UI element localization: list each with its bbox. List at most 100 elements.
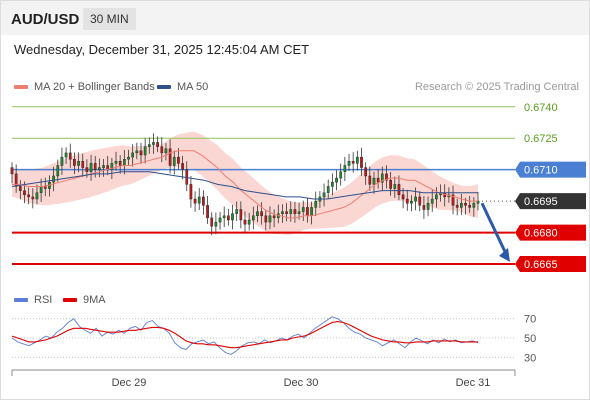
candle-body <box>422 205 426 210</box>
candle-body <box>135 150 139 154</box>
candle-body <box>418 196 422 206</box>
candle-body <box>160 146 164 154</box>
rsi-series-9ma <box>11 321 478 349</box>
ma9-swatch <box>63 298 77 303</box>
candle-body <box>281 211 284 214</box>
candle-body <box>193 198 197 204</box>
candle-body <box>364 167 368 177</box>
candle-body <box>472 203 476 208</box>
candle-body <box>122 158 126 166</box>
legend-9ma: 9MA <box>63 294 106 306</box>
legend-ma50: MA 50 <box>157 81 208 93</box>
candle-body <box>114 161 118 164</box>
candle-body <box>93 163 97 170</box>
candle-body <box>256 211 259 217</box>
forecast-arrow-head <box>499 247 510 262</box>
candle-body <box>368 175 372 185</box>
candle-body <box>52 175 55 183</box>
candle-body <box>464 203 467 206</box>
candle-body <box>401 194 405 200</box>
datetime-label: Wednesday, December 31, 2025 12:45:04 AM… <box>14 42 310 57</box>
candle-body <box>322 192 326 198</box>
candle-body <box>272 215 276 219</box>
candle-body <box>389 179 392 189</box>
candle-body <box>289 209 293 214</box>
candle-body <box>168 148 172 166</box>
candle-body <box>455 205 459 208</box>
level-label-5: 0.6665 <box>524 259 558 271</box>
candle-body <box>102 165 105 168</box>
candle-body <box>143 146 147 156</box>
level-label-3: 0.6695 <box>524 196 558 208</box>
candle-body <box>460 203 463 208</box>
level-tag-5 <box>515 256 586 273</box>
candle-body <box>23 190 26 196</box>
legend-rsi-label: RSI <box>34 294 53 306</box>
candle-body <box>98 167 101 170</box>
candle-body <box>147 144 151 147</box>
x-tick-label: Dec 31 <box>456 377 491 389</box>
candle-body <box>285 211 288 214</box>
candle-body <box>339 171 343 179</box>
ma50-line <box>11 171 478 200</box>
candle-body <box>314 200 318 208</box>
symbol-label: AUD/USD <box>11 11 80 28</box>
candle-body <box>85 167 89 172</box>
rsi-series-rsi <box>11 316 479 355</box>
legend-ma20: MA 20 + Bollinger Bands <box>14 81 155 93</box>
candle-body <box>306 207 309 217</box>
candle-body <box>227 215 230 221</box>
candle-body <box>451 194 455 206</box>
candle-body <box>139 150 143 156</box>
rsi-tick-30: 30 <box>524 352 536 364</box>
level-tag-4 <box>515 224 586 241</box>
candle-body <box>264 215 268 223</box>
candle-body <box>260 211 263 217</box>
level-label-0: 0.6740 <box>524 102 558 114</box>
candle-body <box>197 196 201 204</box>
candle-body <box>214 221 218 227</box>
candle-body <box>405 198 409 204</box>
legend-9ma-label: 9MA <box>83 294 106 306</box>
candle-body <box>206 205 209 219</box>
candle-body <box>251 215 255 221</box>
candle-body <box>385 173 388 181</box>
forecast-arrow-shaft <box>480 202 509 257</box>
candle-body <box>156 142 159 147</box>
candle-body <box>351 161 355 164</box>
candle-body <box>18 186 22 191</box>
candle-body <box>430 198 434 204</box>
candle-body <box>343 165 347 172</box>
candle-body <box>372 177 376 185</box>
rsi-tick-50: 50 <box>524 333 536 345</box>
candle-body <box>31 196 35 200</box>
level-label-2: 0.6710 <box>524 165 558 177</box>
legend-ma50-label: MA 50 <box>177 81 209 93</box>
candle-body <box>376 177 380 183</box>
candle-body <box>397 184 401 196</box>
research-credit: Research © 2025 Trading Central <box>414 81 579 93</box>
candle-body <box>222 215 226 219</box>
candle-body <box>310 207 313 217</box>
timeframe-badge[interactable]: 30 MIN <box>83 8 136 30</box>
candle-body <box>127 156 130 160</box>
candle-body <box>131 152 135 158</box>
rsi-swatch <box>14 298 28 303</box>
candle-body <box>14 173 18 187</box>
level-label-1: 0.6725 <box>524 133 558 145</box>
candle-body <box>297 211 301 214</box>
candle-body <box>468 205 472 208</box>
candle-body <box>39 186 43 193</box>
candle-body <box>10 167 14 175</box>
candle-body <box>202 196 205 206</box>
candle-body <box>426 203 430 210</box>
candle-body <box>247 219 251 225</box>
level-tag-2 <box>515 161 586 178</box>
candle-body <box>164 148 168 154</box>
candle-body <box>393 184 397 189</box>
candle-body <box>110 163 114 170</box>
candle-body <box>235 209 239 214</box>
candle-body <box>189 184 193 200</box>
candle-body <box>335 177 338 183</box>
